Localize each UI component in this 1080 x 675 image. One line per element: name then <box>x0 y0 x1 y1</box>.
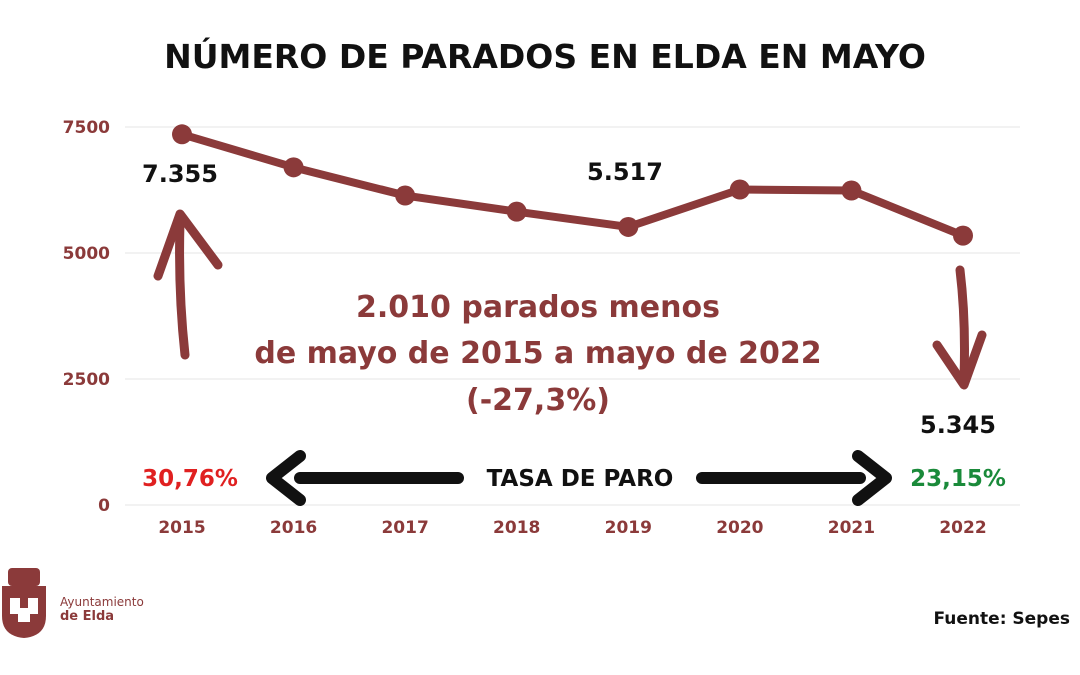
x-tick-label: 2022 <box>939 518 986 538</box>
rate-label: TASA DE PARO <box>487 466 674 492</box>
x-tick-label: 2017 <box>381 518 428 538</box>
rate-start-value: 30,76% <box>142 466 238 492</box>
data-point-2015 <box>172 124 192 145</box>
data-label-2022: 5.345 <box>920 411 996 439</box>
double-arrow-icon <box>266 450 892 506</box>
data-point-2016 <box>283 157 304 178</box>
data-label-2019: 5.517 <box>587 158 663 186</box>
data-point-2019 <box>618 216 639 237</box>
y-axis: 0 2500 5000 7500 <box>63 118 110 516</box>
x-tick-label: 2015 <box>158 518 205 538</box>
data-point-2020 <box>729 179 750 200</box>
arrow-up-icon <box>153 209 223 360</box>
y-tick-label: 0 <box>98 496 110 516</box>
elda-coat-of-arms-logo <box>2 568 46 638</box>
data-point-2017 <box>395 185 416 206</box>
data-label-2015: 7.355 <box>142 160 218 188</box>
x-tick-label: 2020 <box>716 518 763 538</box>
logo-text-line-2: de Elda <box>60 609 114 624</box>
grid <box>125 126 1020 506</box>
logo-text-line-1: Ayuntamiento <box>60 595 144 609</box>
chart-title: NÚMERO DE PARADOS EN ELDA EN MAYO <box>164 36 926 76</box>
annotation-line-2: de mayo de 2015 a mayo de 2022 <box>254 336 821 371</box>
annotation-line-3: (-27,3%) <box>466 383 610 418</box>
x-tick-label: 2019 <box>605 518 652 538</box>
data-point-2018 <box>506 201 527 222</box>
y-tick-label: 2500 <box>63 370 110 390</box>
x-tick-label: 2016 <box>270 518 317 538</box>
source-note: Fuente: Sepes <box>934 609 1070 629</box>
data-point-2022 <box>953 225 973 246</box>
rate-end-value: 23,15% <box>910 466 1006 492</box>
x-tick-label: 2018 <box>493 518 540 538</box>
x-tick-label: 2021 <box>828 518 875 538</box>
series-line-path <box>178 130 967 240</box>
y-tick-label: 7500 <box>63 118 110 138</box>
x-axis: 2015 2016 2017 2018 2019 2020 2021 2022 <box>158 518 986 538</box>
y-tick-label: 5000 <box>63 244 110 264</box>
annotation-line-1: 2.010 parados menos <box>356 290 720 325</box>
series-line <box>172 124 973 246</box>
arrow-down-icon <box>932 265 987 390</box>
data-point-2021 <box>841 180 862 201</box>
